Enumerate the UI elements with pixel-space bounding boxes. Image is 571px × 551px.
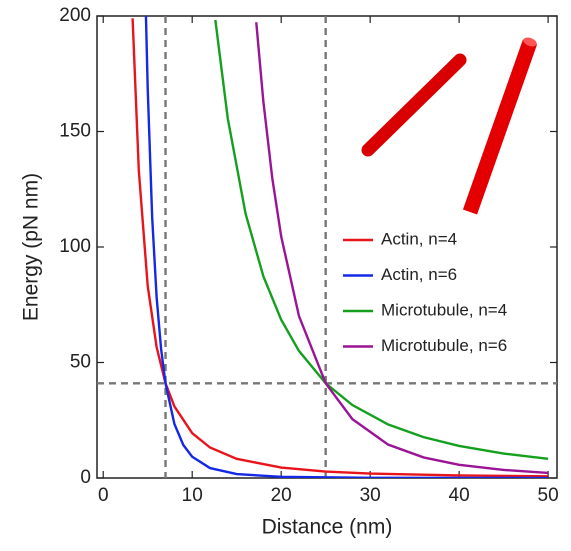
x-tick-label: 10 [182,485,203,506]
rod-cap [523,37,537,47]
filament-illustration [361,37,538,215]
legend-label: Microtubule, n=4 [381,300,507,319]
y-tick-label: 50 [70,352,91,373]
x-tick-label: 50 [538,485,559,506]
y-tick-label: 0 [80,467,91,488]
legend-label: Actin, n=4 [381,229,457,248]
microtubule-rod [462,39,538,215]
x-tick-label: 0 [98,485,109,506]
y-tick-label: 100 [59,236,91,257]
x-tick-label: 20 [271,485,292,506]
plot-area [97,16,557,478]
y-axis-label: Energy (pN nm) [20,173,43,321]
actin-rod [361,53,467,157]
y-tick-label: 150 [59,121,91,142]
data-line [255,22,549,475]
x-axis-label: Distance (nm) [262,516,393,539]
data-line [144,16,549,478]
x-tick-label: 30 [360,485,381,506]
data-line [131,18,549,478]
y-tick-label: 200 [59,5,91,26]
legend-label: Actin, n=6 [381,265,457,284]
x-tick-label: 40 [449,485,470,506]
legend-label: Microtubule, n=6 [381,336,507,355]
